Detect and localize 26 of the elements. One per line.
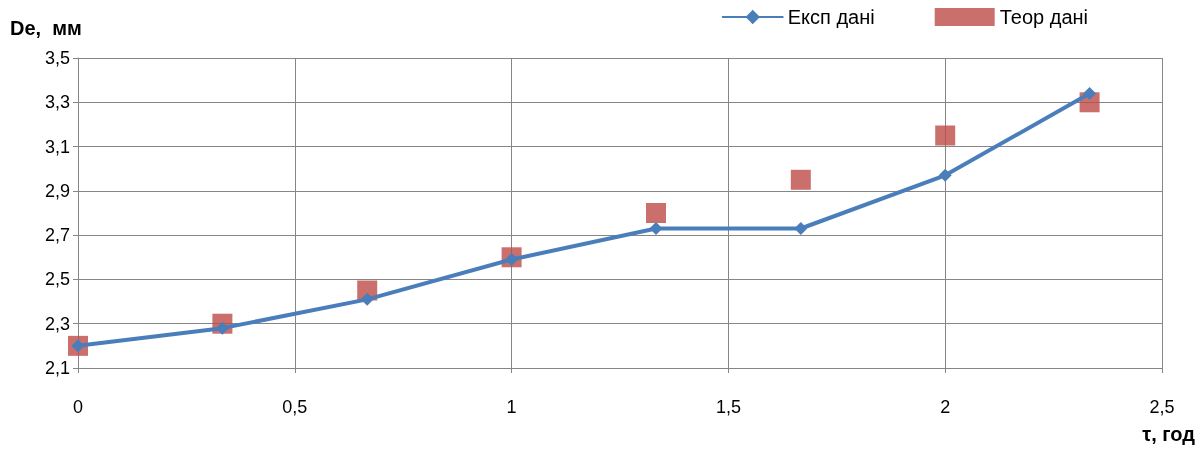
point (935, 125, 956, 146)
x-tick-label: 2 (940, 397, 951, 417)
point (649, 222, 663, 235)
point (360, 292, 374, 306)
legend-label: Експ дані (787, 6, 875, 28)
y-tick-label: 3,3 (44, 92, 70, 113)
point (790, 169, 811, 190)
x-tick-label: 0 (72, 397, 84, 417)
x-tick-label: 1 (506, 397, 517, 417)
y-tick-label: 2,1 (44, 358, 70, 378)
y-tick-label: 2,5 (44, 269, 70, 290)
y-tick-label: 2,7 (44, 225, 70, 246)
point (645, 203, 666, 223)
point (1083, 86, 1097, 100)
y-axis-title: De, мм (10, 17, 82, 39)
y-tick-label: 3,5 (44, 48, 70, 68)
x-tick-label: 0,5 (282, 397, 308, 417)
point (794, 222, 808, 235)
x-axis-title: τ, год (1142, 423, 1196, 445)
x-tick-label: 2,5 (1149, 397, 1175, 417)
y-tick-label: 2,9 (44, 180, 70, 201)
y-tick-label: 3,1 (44, 136, 70, 157)
point (938, 168, 952, 182)
x-tick-label: 1,5 (715, 397, 741, 417)
legend-label: Теор дані (999, 6, 1089, 28)
y-tick-label: 2,3 (44, 313, 70, 334)
